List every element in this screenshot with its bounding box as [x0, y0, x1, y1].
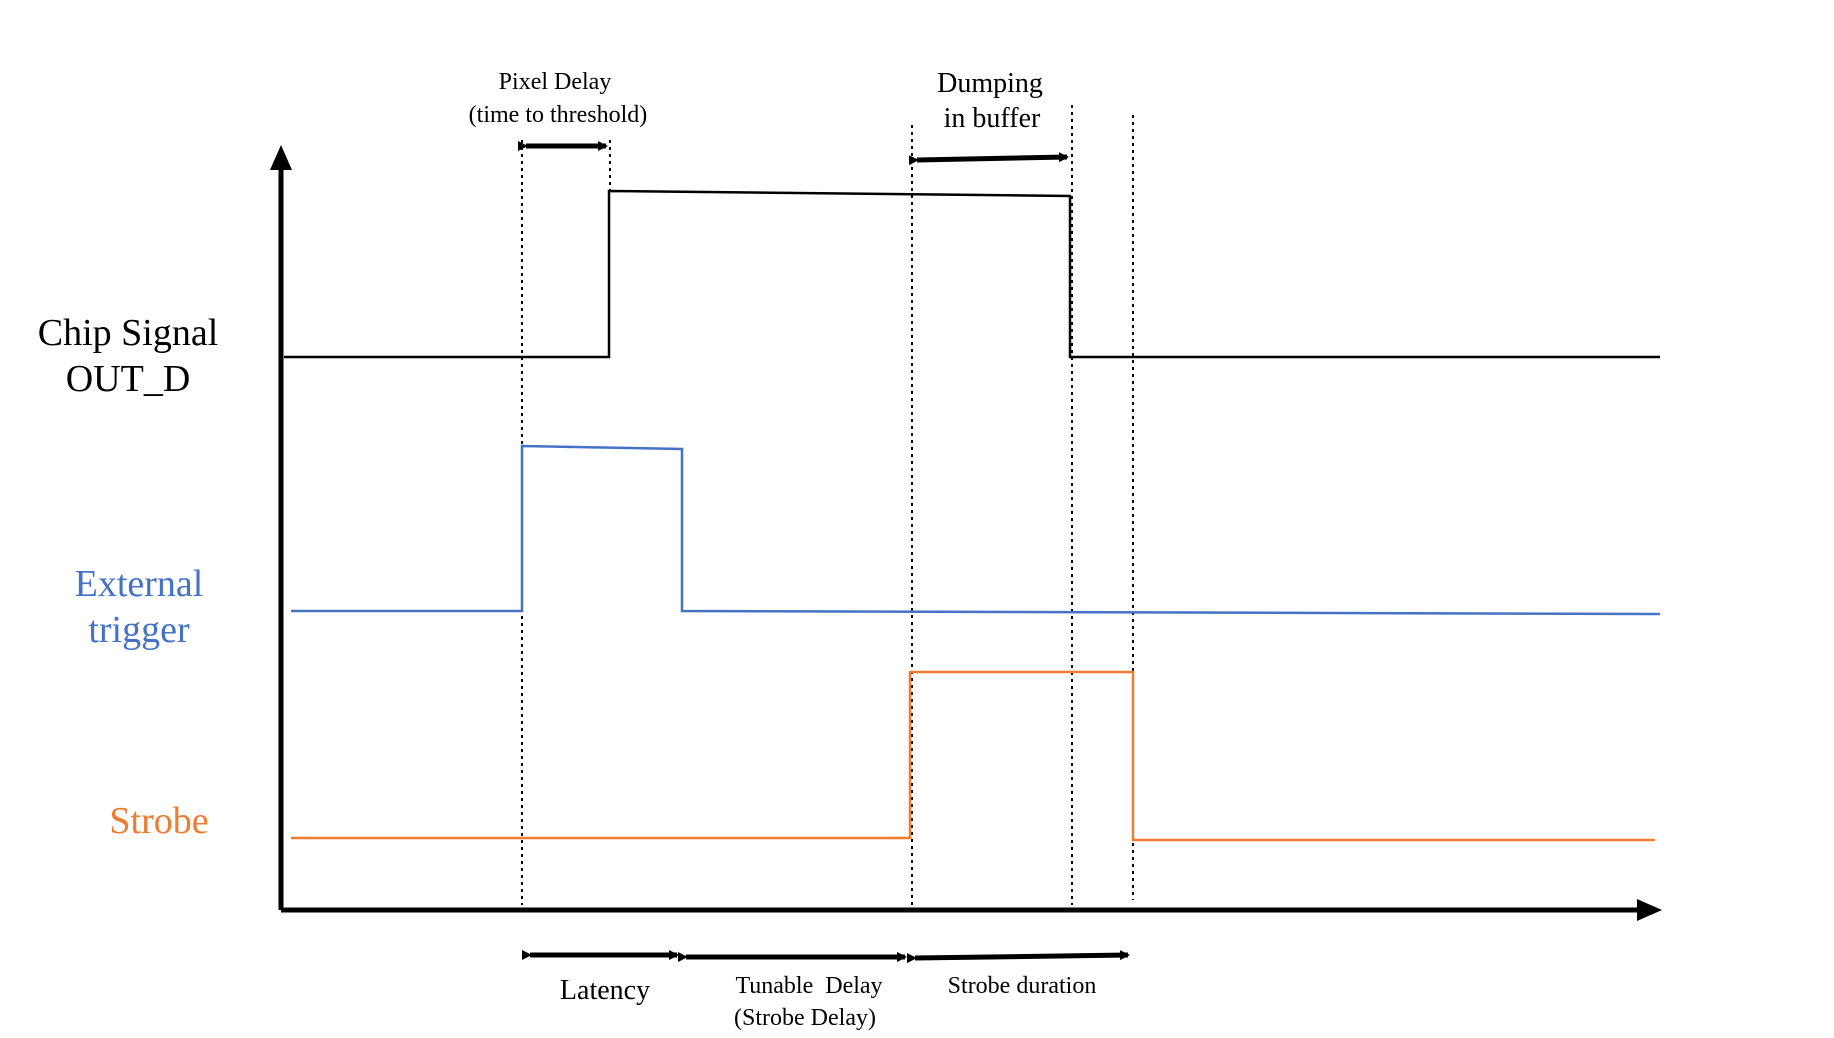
strobe-duration-arrow	[906, 950, 1130, 964]
external-trigger-label-line2: trigger	[88, 609, 190, 651]
external-trigger-label-line1: External	[75, 563, 204, 605]
x-axis-arrowhead	[1637, 899, 1662, 921]
strobe-label: Strobe	[109, 800, 208, 842]
external-trigger-waveform	[291, 444, 1661, 616]
tunable-delay-label-line2: (Strobe Delay)	[734, 1005, 876, 1031]
annotation-labels: Pixel Delay (time to threshold) Dumping …	[469, 68, 1097, 1031]
signal-labels: Chip Signal OUT_D External trigger Strob…	[38, 312, 219, 842]
chip-signal-label-line2: OUT_D	[66, 358, 191, 400]
pixel-delay-label-line1: Pixel Delay	[499, 69, 612, 95]
waveforms	[284, 189, 1661, 842]
chip-signal-waveform	[284, 189, 1660, 359]
strobe-duration-label: Strobe duration	[948, 973, 1097, 999]
latency-label: Latency	[560, 975, 650, 1006]
axes	[270, 145, 1662, 921]
dumping-buffer-label-line2: in buffer	[944, 103, 1041, 134]
y-axis-arrowhead	[270, 145, 292, 170]
dumping-buffer-arrow	[908, 152, 1069, 166]
tunable-delay-label-line1: Tunable Delay	[735, 973, 882, 999]
strobe-waveform	[291, 670, 1655, 842]
pixel-delay-label-line2: (time to threshold)	[469, 102, 648, 128]
reference-lines	[521, 105, 1134, 905]
interval-arrows	[518, 141, 1130, 964]
chip-signal-label-line1: Chip Signal	[38, 312, 219, 354]
dumping-buffer-label-line1: Dumping	[937, 68, 1043, 99]
